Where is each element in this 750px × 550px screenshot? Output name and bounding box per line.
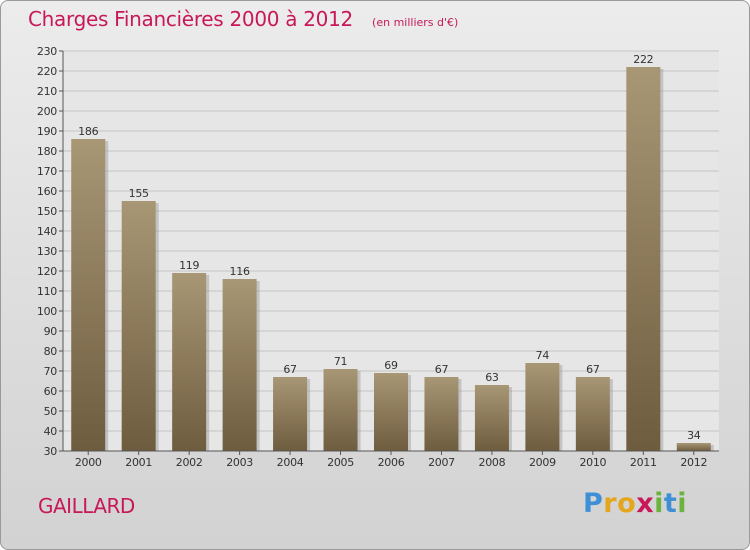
chart-title: Charges Financières 2000 à 2012 (28, 7, 353, 31)
y-tick-label: 90 (44, 325, 58, 338)
bar-2006 (374, 373, 408, 451)
bar-2012 (676, 443, 711, 451)
y-tick-label: 170 (37, 165, 57, 178)
y-tick-label: 150 (37, 205, 57, 218)
y-tick-label: 190 (37, 125, 57, 138)
x-axis-ticks: 2000 2001 2002 2003 2004 2005 2006 2007 2008 2009… (75, 451, 707, 469)
proxiti-logo[interactable]: Proxiti (583, 488, 687, 519)
bar-2007 (424, 377, 459, 451)
x-tick-label: 2004 (277, 456, 304, 469)
value-label: 116 (230, 265, 250, 278)
value-label: 222 (633, 53, 653, 66)
x-tick-label: 2012 (680, 456, 707, 469)
x-tick-label: 2008 (479, 456, 506, 469)
value-label: 67 (283, 363, 297, 376)
x-tick-label: 2011 (630, 456, 657, 469)
value-label: 63 (485, 371, 499, 384)
y-tick-label: 230 (37, 45, 57, 58)
bar-2009 (525, 363, 560, 451)
commune-name: GAILLARD (38, 494, 135, 518)
logo-letter: i (677, 488, 688, 519)
bar-2000 (71, 139, 106, 451)
y-tick-label: 200 (37, 105, 57, 118)
x-tick-label: 2002 (176, 456, 203, 469)
bar-2005 (323, 369, 358, 451)
value-label: 67 (586, 363, 600, 376)
bar-2008 (474, 385, 509, 451)
bar-2004 (273, 377, 308, 451)
y-tick-label: 210 (37, 85, 57, 98)
y-tick-label: 80 (44, 345, 58, 358)
bar-2003 (222, 279, 257, 451)
x-tick-label: 2005 (327, 456, 354, 469)
value-label: 69 (384, 359, 398, 372)
x-tick-label: 2010 (579, 456, 606, 469)
bar-2010 (575, 377, 610, 451)
logo-letter: i (654, 488, 664, 519)
value-label: 155 (129, 187, 149, 200)
y-tick-label: 130 (37, 245, 57, 258)
y-axis-ticks: 30 40 50 60 70 80 90 100 110 120 130 140 150 160 170 18… (37, 45, 63, 458)
value-label: 119 (179, 259, 199, 272)
y-tick-label: 100 (37, 305, 57, 318)
bar-2011 (626, 67, 661, 451)
value-label: 186 (78, 125, 98, 138)
value-label: 67 (435, 363, 449, 376)
x-tick-label: 2007 (428, 456, 455, 469)
value-label: 74 (536, 349, 550, 362)
y-tick-label: 140 (37, 225, 57, 238)
x-tick-label: 2009 (529, 456, 556, 469)
logo-letter: r (603, 488, 618, 519)
bars (71, 67, 714, 451)
y-tick-label: 160 (37, 185, 57, 198)
logo-letter: P (583, 488, 604, 519)
y-tick-label: 30 (44, 445, 58, 458)
y-tick-label: 70 (44, 365, 58, 378)
x-tick-label: 2006 (378, 456, 405, 469)
y-tick-label: 220 (37, 65, 57, 78)
bar-2001 (121, 201, 156, 451)
title-row: Charges Financières 2000 à 2012 (en mill… (28, 7, 458, 31)
logo-letter: t (663, 488, 678, 519)
y-tick-label: 120 (37, 265, 57, 278)
value-label: 34 (687, 429, 701, 442)
y-tick-label: 50 (44, 405, 58, 418)
x-tick-label: 2003 (226, 456, 253, 469)
chart-subtitle: (en milliers d'€) (372, 16, 459, 29)
y-tick-label: 60 (44, 385, 58, 398)
y-tick-label: 180 (37, 145, 57, 158)
value-labels: 186 155 119 116 67 71 69 67 63 74 67 222 34 (78, 53, 701, 442)
logo-letter: x (636, 488, 655, 519)
value-label: 71 (334, 355, 347, 368)
x-tick-label: 2001 (125, 456, 152, 469)
x-tick-label: 2000 (75, 456, 102, 469)
logo-letter: o (617, 488, 637, 519)
y-tick-label: 40 (44, 425, 58, 438)
y-tick-label: 110 (37, 285, 57, 298)
bar-2002 (172, 273, 207, 451)
